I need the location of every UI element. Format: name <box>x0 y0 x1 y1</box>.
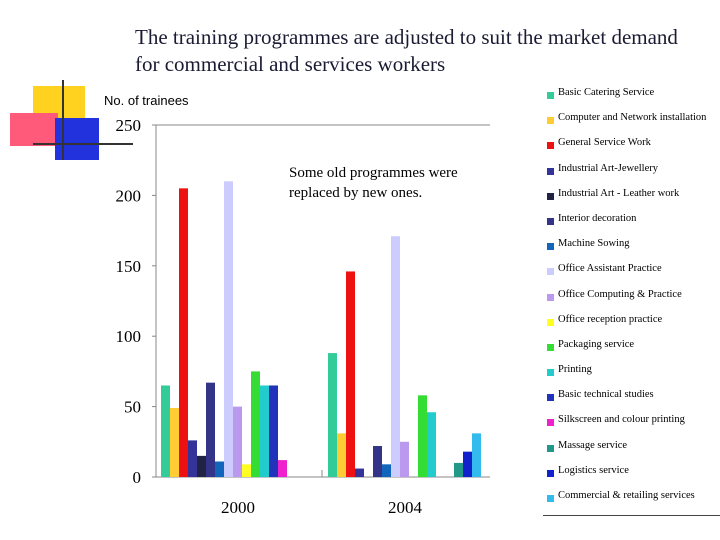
legend-label: Packaging service <box>558 338 635 350</box>
bar-2004 <box>391 236 400 477</box>
bar-2000 <box>188 440 197 477</box>
legend-swatch <box>547 92 554 99</box>
y-axis-label: No. of trainees <box>104 93 189 108</box>
bar-2000 <box>197 455 206 477</box>
x-tick-label: 2004 <box>388 498 423 517</box>
decor-vertical-line <box>62 80 64 160</box>
bar-2000 <box>170 408 179 477</box>
legend-label: Machine Sowing <box>558 238 630 250</box>
legend-label: Industrial Art - Leather work <box>558 187 680 199</box>
legend-label: Logistics service <box>558 464 629 476</box>
legend-item: Industrial Art-Jewellery <box>543 163 720 188</box>
legend-item: Machine Sowing <box>543 238 720 263</box>
slide-title: The training programmes are adjusted to … <box>135 25 678 76</box>
legend-swatch <box>547 117 554 125</box>
legend-label: Industrial Art-Jewellery <box>558 162 659 174</box>
bar-2004 <box>454 462 463 477</box>
legend-swatch <box>547 167 554 175</box>
bar-2004 <box>373 446 382 477</box>
legend-label: Basic Catering Service <box>558 87 655 98</box>
bar-2000 <box>251 371 260 477</box>
legend-swatch <box>547 369 554 377</box>
bar-2000 <box>215 461 224 477</box>
bar-2000 <box>179 188 188 478</box>
legend-item: Industrial Art - Leather work <box>543 188 720 213</box>
bar-2000 <box>224 181 233 477</box>
legend-swatch <box>547 142 554 150</box>
bar-2000 <box>233 406 242 477</box>
legend-item: Silkscreen and colour printing <box>543 414 720 439</box>
legend-item: Office reception practice <box>543 314 720 339</box>
bar-2000 <box>161 385 170 477</box>
chart-legend: Basic Catering Service Computer and Netwo… <box>543 87 720 517</box>
legend-item: Commercial & retailing services <box>543 490 720 515</box>
legend-label: Interior decoration <box>558 212 637 224</box>
legend-item: Office Computing & Practice <box>543 289 720 314</box>
legend-swatch <box>547 469 554 477</box>
legend-swatch <box>547 444 554 452</box>
legend-label: Commercial & retailing services <box>558 490 695 501</box>
legend-swatch <box>547 293 554 301</box>
decor-pink-block <box>10 113 58 146</box>
y-tick-label: 100 <box>116 327 142 346</box>
legend-label: Computer and Network installation <box>558 112 707 124</box>
legend-item: Logistics service <box>543 465 720 490</box>
legend-label: Basic technical studies <box>558 389 654 401</box>
legend-label: Office Assistant Practice <box>558 263 662 275</box>
bar-2004 <box>400 441 409 477</box>
bar-2004 <box>382 464 391 477</box>
legend-swatch <box>547 268 554 276</box>
legend-label: Printing <box>558 364 592 376</box>
legend-item: Interior decoration <box>543 213 720 238</box>
legend-label: Office Computing & Practice <box>558 288 682 300</box>
legend-item: Computer and Network installation <box>543 112 720 137</box>
bar-2004 <box>418 395 427 477</box>
bar-2000 <box>278 460 287 477</box>
bar-2000 <box>206 382 215 477</box>
legend-item: Massage service <box>543 440 720 465</box>
legend-item: Office Assistant Practice <box>543 263 720 288</box>
y-tick-label: 0 <box>133 468 142 487</box>
x-tick-label: 2000 <box>221 498 255 517</box>
y-tick-label: 50 <box>124 398 141 417</box>
legend-item: General Service Work <box>543 137 720 162</box>
legend-label: Office reception practice <box>558 313 663 325</box>
legend-item: Basic technical studies <box>543 389 720 414</box>
legend-swatch <box>547 394 554 402</box>
legend-label: Silkscreen and colour printing <box>558 414 685 426</box>
bar-2000 <box>242 464 251 477</box>
bar-2004 <box>346 271 355 477</box>
y-tick-label: 200 <box>116 186 142 205</box>
y-tick-label: 150 <box>116 257 142 276</box>
bar-2004 <box>463 451 472 477</box>
legend-swatch <box>547 419 554 427</box>
bar-2004 <box>472 433 481 477</box>
legend-swatch <box>547 217 554 225</box>
bar-2004 <box>337 433 346 477</box>
legend-swatch <box>547 243 554 251</box>
bar-2004 <box>427 412 436 477</box>
legend-item: Printing <box>543 364 720 389</box>
legend-label: General Service Work <box>558 137 651 149</box>
bar-2004 <box>355 468 364 477</box>
decor-horizontal-line <box>33 143 133 145</box>
bar-2000 <box>269 385 278 477</box>
legend-swatch <box>547 192 554 200</box>
legend-item: Basic Catering Service <box>543 87 720 112</box>
legend-label: Massage service <box>558 439 628 451</box>
legend-swatch <box>547 343 554 351</box>
y-tick-label: 250 <box>116 116 142 135</box>
chart-annotation: Some old programmes were replaced by new… <box>289 165 458 201</box>
legend-swatch <box>547 495 554 502</box>
legend-item: Packaging service <box>543 339 720 364</box>
bar-2000 <box>260 385 269 477</box>
legend-swatch <box>547 318 554 326</box>
bar-2004 <box>328 353 337 477</box>
